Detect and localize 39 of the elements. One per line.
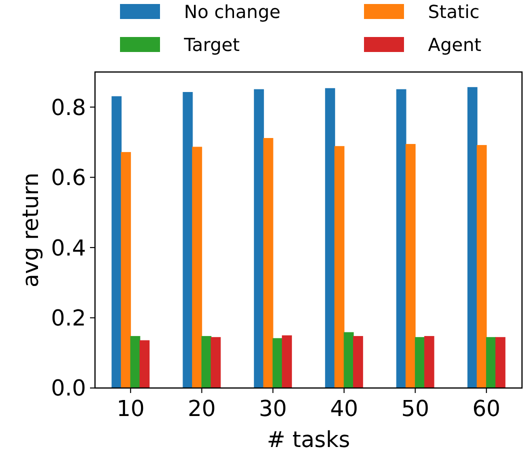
bar: [353, 336, 364, 388]
y-tick-label: 0.8: [51, 96, 86, 121]
bar: [396, 89, 406, 388]
bar: [130, 336, 140, 388]
bar: [254, 89, 264, 388]
legend-label: Agent: [428, 35, 482, 56]
bar: [210, 337, 221, 388]
bar: [182, 92, 193, 388]
legend-label: Target: [183, 35, 240, 56]
bar: [467, 87, 478, 388]
y-tick-label: 0.2: [51, 306, 86, 332]
bar: [476, 145, 487, 388]
x-tick-label: 20: [188, 397, 216, 422]
bar: [334, 146, 344, 388]
bar: [344, 332, 354, 388]
bar: [120, 152, 131, 388]
bar: [272, 338, 283, 388]
x-tick-label: 30: [258, 397, 287, 422]
bar: [495, 337, 506, 388]
y-axis-title: avg return: [19, 172, 44, 288]
bar: [282, 335, 292, 388]
bar: [112, 96, 122, 388]
bar: [406, 144, 416, 388]
y-tick-label: 0.4: [51, 236, 86, 262]
x-tick-label: 60: [472, 397, 500, 422]
x-axis-title: # tasks: [266, 428, 350, 453]
bar: [140, 340, 150, 388]
legend-label: No change: [184, 2, 280, 23]
bar: [424, 336, 434, 388]
y-tick-label: 0.6: [51, 166, 86, 192]
legend-label: Static: [428, 2, 480, 23]
bar: [263, 138, 274, 388]
x-tick-label: 40: [330, 397, 358, 422]
bar: [325, 88, 336, 388]
bar: [486, 337, 496, 388]
x-tick-label: 50: [401, 397, 430, 422]
x-tick-label: 10: [116, 397, 145, 422]
y-tick-label: 0.0: [51, 376, 86, 402]
bar: [192, 146, 202, 388]
